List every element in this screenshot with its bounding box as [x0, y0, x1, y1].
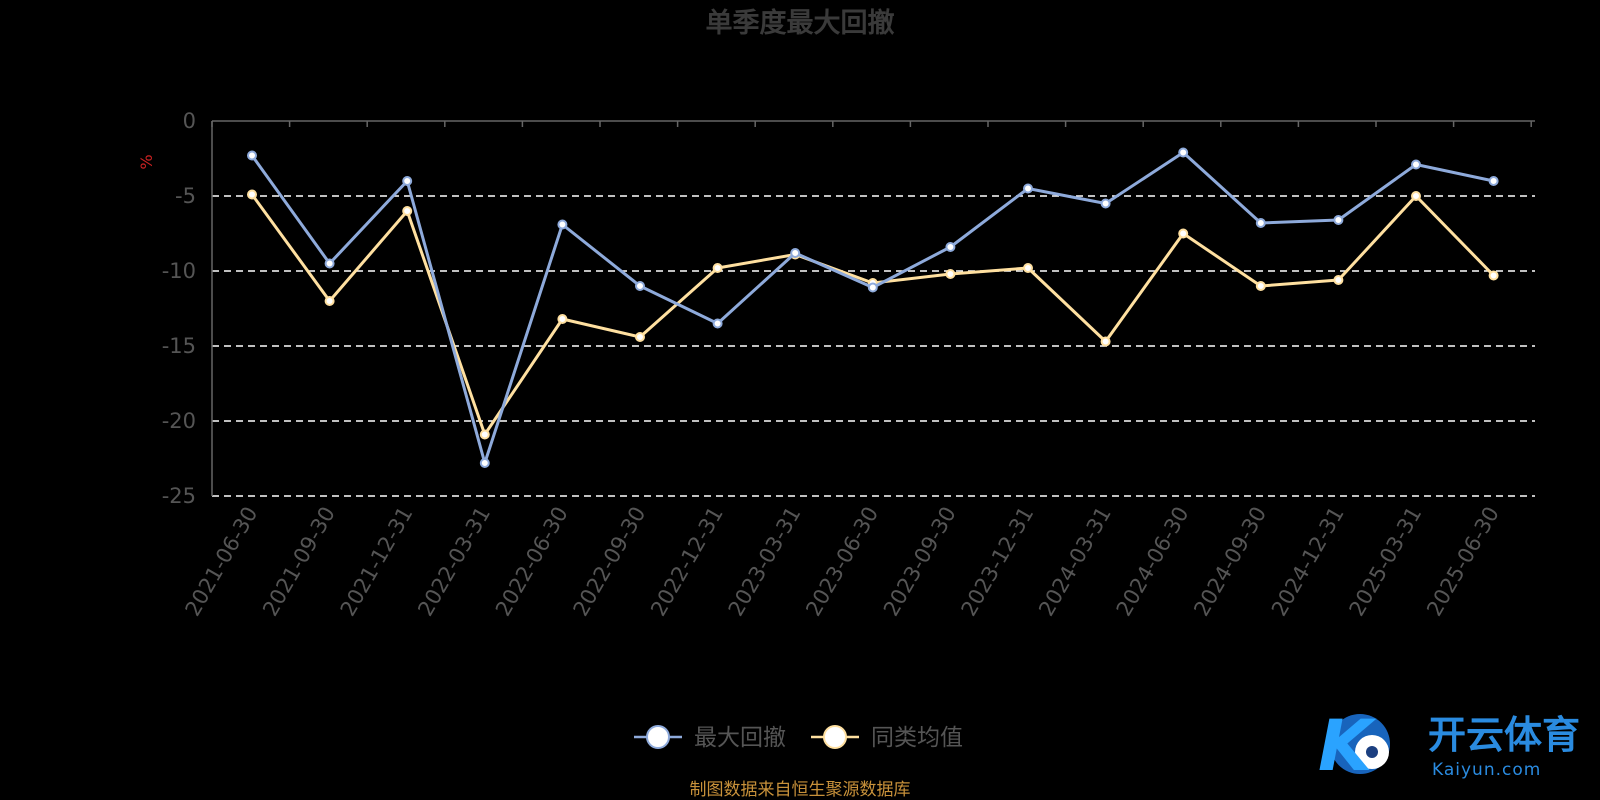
data-point[interactable] — [1178, 147, 1189, 158]
x-tick-label: 2023-03-31 — [724, 503, 806, 621]
series-line-1 — [250, 193, 1495, 436]
x-tick-label: 2023-12-31 — [957, 503, 1039, 621]
data-point[interactable] — [790, 248, 801, 258]
data-point[interactable] — [867, 282, 878, 293]
logo-ball-patch-icon — [1366, 746, 1378, 758]
x-tick-labels: 2021-06-302021-09-302021-12-312022-03-31… — [181, 503, 1504, 621]
data-source-note: 制图数据来自恒生聚源数据库 — [690, 780, 911, 800]
data-point[interactable] — [1023, 183, 1033, 194]
legend-item-max-drawdown[interactable]: 最大回撤 — [634, 725, 786, 751]
data-point[interactable] — [1255, 281, 1266, 291]
y-tick-label: 0 — [183, 109, 196, 133]
y-tick-label: -10 — [162, 259, 196, 283]
data-point[interactable] — [247, 150, 257, 161]
x-tick-label: 2024-03-31 — [1034, 503, 1116, 621]
grid-lines — [212, 195, 1535, 497]
data-point[interactable] — [1100, 198, 1111, 209]
data-point[interactable] — [1411, 159, 1421, 170]
x-tick-label: 2021-09-30 — [258, 503, 340, 621]
x-tick-label: 2024-06-30 — [1112, 503, 1194, 621]
data-point[interactable] — [712, 318, 723, 329]
x-tick-label: 2022-09-30 — [569, 503, 651, 621]
y-tick-label: -25 — [162, 484, 196, 508]
brand-name-cn: 开云体育 — [1428, 713, 1580, 757]
data-point[interactable] — [1178, 228, 1189, 239]
y-tick-label: -5 — [175, 184, 196, 208]
legend-item-peer-average[interactable]: 同类均值 — [811, 725, 963, 751]
data-point[interactable] — [1255, 218, 1266, 228]
x-tick-label: 2022-06-30 — [491, 503, 573, 621]
x-tick-label: 2024-09-30 — [1189, 503, 1271, 621]
data-point[interactable] — [1100, 336, 1111, 347]
legend-label-max-drawdown: 最大回撤 — [694, 725, 786, 751]
x-tick-label: 2022-12-31 — [646, 503, 728, 621]
data-point[interactable] — [945, 242, 956, 252]
y-tick-labels: 0 -5 -10 -15 -20 -25 — [162, 109, 196, 508]
data-point[interactable] — [557, 314, 568, 324]
y-axis-label: % — [137, 154, 156, 169]
legend-circle-icon — [646, 725, 670, 749]
x-tick-label: 2025-03-31 — [1345, 503, 1427, 621]
data-point[interactable] — [402, 206, 413, 216]
data-point[interactable] — [945, 269, 956, 279]
data-point[interactable] — [324, 258, 335, 269]
data-point[interactable] — [479, 429, 490, 440]
data-point[interactable] — [1023, 263, 1033, 273]
legend-circle-icon — [823, 725, 847, 749]
x-tick-label: 2023-09-30 — [879, 503, 961, 621]
series-line-0 — [250, 151, 1494, 465]
data-point[interactable] — [1488, 270, 1499, 281]
x-tick-label: 2024-12-31 — [1267, 503, 1349, 621]
x-tick-label: 2025-06-30 — [1422, 503, 1504, 621]
watermark-logo: K 开云体育 Kaiyun.com — [1318, 705, 1580, 787]
data-point[interactable] — [1411, 191, 1421, 201]
legend: 最大回撤 同类均值 — [634, 725, 963, 751]
series-lines — [247, 147, 1499, 468]
data-point[interactable] — [712, 263, 723, 273]
y-tick-label: -20 — [162, 409, 196, 433]
brand-name-en: Kaiyun.com — [1432, 760, 1541, 780]
data-point[interactable] — [557, 219, 568, 230]
y-tick-label: -15 — [162, 334, 196, 358]
data-point[interactable] — [324, 296, 335, 306]
chart-title: 单季度最大回撤 — [706, 7, 895, 39]
data-point[interactable] — [1333, 275, 1344, 285]
data-point[interactable] — [402, 176, 413, 186]
x-tick-label: 2023-06-30 — [801, 503, 883, 621]
x-tick-label: 2022-03-31 — [413, 503, 495, 621]
data-point[interactable] — [1333, 215, 1344, 225]
data-point[interactable] — [635, 281, 645, 291]
data-point[interactable] — [479, 458, 490, 468]
data-point[interactable] — [1488, 176, 1499, 186]
x-tick-label: 2021-12-31 — [336, 503, 418, 621]
x-tick-label: 2021-06-30 — [181, 503, 263, 621]
data-point[interactable] — [635, 332, 645, 342]
legend-label-peer-average: 同类均值 — [871, 725, 963, 751]
logo-letter: K — [1318, 705, 1377, 787]
data-point[interactable] — [247, 189, 257, 200]
axes — [211, 120, 1535, 496]
